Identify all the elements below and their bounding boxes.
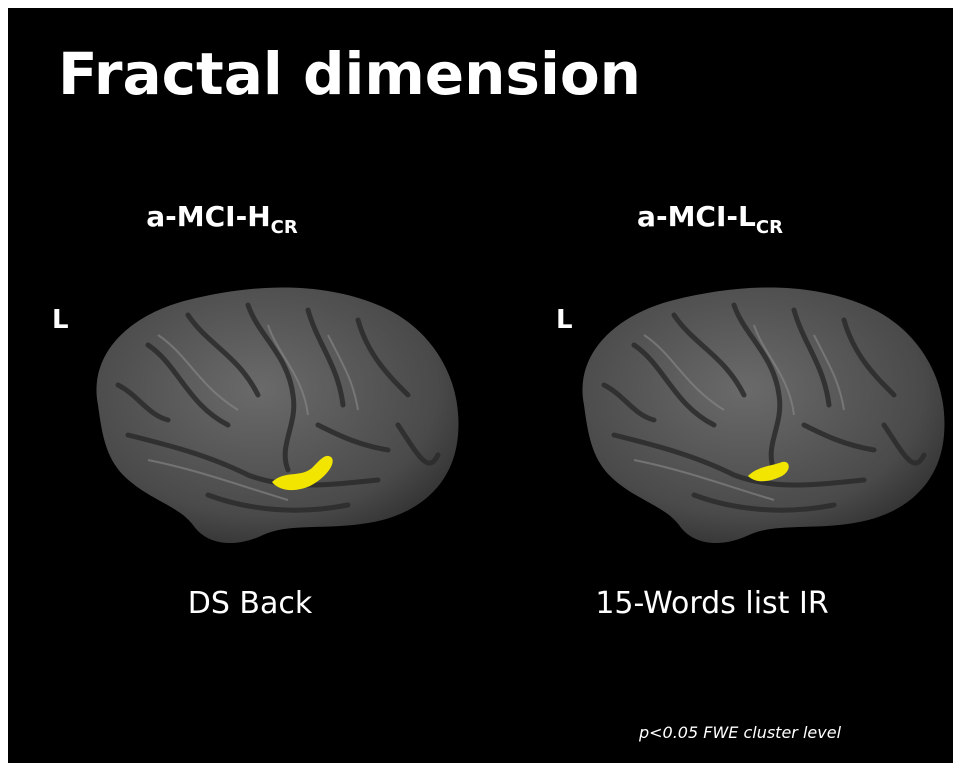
group-name: a-MCI-H xyxy=(146,200,270,233)
page: Fractal dimension a-MCI-HCR L DS Back a-… xyxy=(0,0,961,771)
caption: 15-Words list IR xyxy=(595,586,828,621)
side-label: L xyxy=(52,305,69,335)
figure: Fractal dimension a-MCI-HCR L DS Back a-… xyxy=(0,0,961,771)
group-name: a-MCI-L xyxy=(637,200,756,233)
title: Fractal dimension xyxy=(58,40,641,108)
footnote: p<0.05 FWE cluster level xyxy=(638,723,842,742)
group-subscript: CR xyxy=(271,217,298,238)
side-label: L xyxy=(556,305,573,335)
group-subscript: CR xyxy=(756,217,783,238)
caption: DS Back xyxy=(188,586,313,621)
